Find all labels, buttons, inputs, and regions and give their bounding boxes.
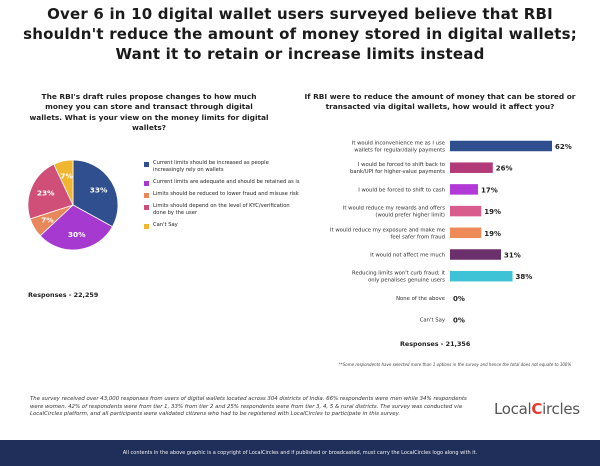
survey-methodology-note: The survey received over 43,000 response…	[30, 396, 467, 418]
localcircles-logo: LocalCircles	[494, 400, 580, 418]
bar-value-label: 38%	[516, 273, 533, 281]
legend-label: Limits should depend on the level of KYC…	[153, 203, 290, 216]
legend-label: Can't Say	[153, 222, 178, 228]
bar	[450, 140, 552, 152]
legend-swatch	[144, 180, 149, 186]
pie-slice-label: 23%	[37, 189, 55, 198]
bar-category-label: It would reduce my exposure and make me	[330, 227, 445, 233]
bar-category-label: bank/UPI for higher-value payments	[350, 169, 445, 175]
bar-responses-count: Responses - 21,356	[400, 340, 471, 348]
bar-value-label: 19%	[484, 230, 501, 238]
bar-category-label: feel safer from fraud	[390, 234, 445, 240]
legend-swatch	[144, 161, 149, 167]
bar	[450, 184, 478, 195]
bar-category-label: (would prefer higher limit)	[375, 213, 445, 219]
headline: Over 6 in 10 digital wallet users survey…	[23, 5, 577, 63]
pie-slice-label: 7%	[41, 216, 54, 225]
bar-category-label: Can't Say	[420, 318, 445, 324]
pie-chart-question: The RBI's draft rules propose changes to…	[29, 92, 269, 133]
bar-value-label: 17%	[481, 186, 498, 194]
pie-slice	[53, 159, 74, 206]
bar-category-label: I would be forced to shift to cash	[358, 187, 445, 193]
legend-item: Current limits are adequate and should b…	[144, 179, 300, 186]
legend-item: Current limits should be increased as pe…	[144, 160, 300, 174]
bar-value-label: 62%	[555, 143, 572, 151]
copyright-footer: All contents in the above graphic is a c…	[0, 440, 600, 466]
legend-item: Limits should be reduced to lower fraud …	[144, 191, 300, 198]
legend-label: Current limits are adequate and should b…	[153, 179, 300, 185]
bar-category-label: only penalises genuine users	[368, 278, 445, 284]
pie-legend: Current limits should be increased as pe…	[144, 160, 300, 234]
bar-value-label: 0%	[453, 317, 465, 325]
bar-category-label: wallets for regular/daily payments	[354, 148, 445, 154]
bar-category-label: It would inconvenience me as I use	[352, 141, 445, 147]
legend-swatch	[144, 192, 149, 198]
footnote: **Some respondents have selected more th…	[338, 362, 572, 367]
bar-category-label: It would reduce my rewards and offers	[343, 206, 445, 212]
bar	[450, 205, 482, 217]
bar-value-label: 31%	[504, 252, 521, 260]
pie-slice	[72, 159, 119, 228]
bar-chart-question: If RBI were to reduce the amount of mone…	[304, 92, 576, 112]
bar-value-label: 26%	[496, 165, 513, 173]
legend-swatch	[144, 223, 149, 229]
legend-label: Current limits should be increased as pe…	[153, 160, 269, 173]
legend-swatch	[144, 204, 149, 210]
bar-category-label: None of the above	[396, 296, 445, 302]
legend-item: Limits should depend on the level of KYC…	[144, 203, 300, 217]
pie-responses-count: Responses - 22,259	[28, 291, 99, 299]
pie-slice-label: 30%	[68, 230, 86, 239]
bar-chart: It would inconvenience me as I usewallet…	[330, 140, 572, 325]
bar	[450, 227, 482, 239]
pie-slice-label: 33%	[90, 185, 108, 194]
bar-value-label: 0%	[453, 295, 465, 303]
legend-item: Can't Say	[144, 222, 300, 229]
pie-slice	[27, 163, 74, 220]
pie-slice-label: 7%	[60, 172, 73, 181]
bar-value-label: 19%	[484, 208, 501, 216]
bar	[450, 270, 513, 282]
pie-slice	[39, 204, 113, 251]
bar-category-label: I would be forced to shift back to	[358, 162, 445, 168]
bar-category-label: It would not affect me much	[370, 253, 445, 259]
bar	[450, 162, 493, 173]
pie-chart: 33% 30% 7% 23% 7%	[27, 159, 119, 251]
bar	[450, 249, 501, 260]
legend-label: Limits should be reduced to lower fraud …	[153, 191, 299, 197]
bar-category-label: Reducing limits won't curb fraud; it	[352, 271, 445, 277]
